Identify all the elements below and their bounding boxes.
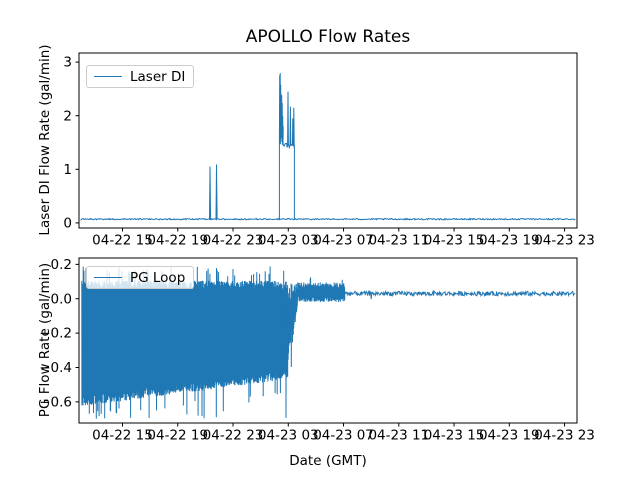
laser-di-series-line xyxy=(209,166,212,220)
y-tick-label: 2 xyxy=(63,108,72,124)
x-tick-label: 04-22 19 xyxy=(147,428,208,444)
legend-line-sample-icon xyxy=(94,76,122,77)
x-tick-label: 04-22 15 xyxy=(92,428,153,444)
x-axis-label: Date (GMT) xyxy=(289,453,367,469)
x-tick-label: 04-22 23 xyxy=(203,428,264,444)
chart-title: APOLLO Flow Rates xyxy=(245,27,411,47)
plot-area-0 xyxy=(80,73,576,221)
bottom-y-axis-label: PG Flow Rate (gal/min) xyxy=(37,262,53,418)
pg-loop-series-line xyxy=(344,289,576,300)
x-tick-label: 04-23 19 xyxy=(479,233,540,249)
x-tick-label: 04-23 11 xyxy=(368,233,429,249)
y-tick-label: 0.2 xyxy=(51,257,72,273)
pg-loop-series-line xyxy=(297,277,346,303)
x-tick-label: 04-23 15 xyxy=(424,233,485,249)
pg-loop-series-line xyxy=(81,266,289,419)
legend-pg-loop: PG Loop xyxy=(86,266,194,289)
y-tick-label: 1 xyxy=(63,162,72,178)
y-tick-label: 0.0 xyxy=(51,291,72,307)
laser-di-series-line xyxy=(80,217,576,221)
pg-loop-series-line xyxy=(287,283,299,368)
legend-laser-di: Laser DI xyxy=(86,65,194,88)
axes-border xyxy=(78,52,578,229)
x-tick-label: 04-23 11 xyxy=(368,428,429,444)
legend-label: PG Loop xyxy=(130,269,186,286)
top-y-axis-label: Laser DI Flow Rate (gal/min) xyxy=(37,44,53,236)
y-tick-label: 3 xyxy=(63,55,72,71)
x-tick-label: 04-23 15 xyxy=(424,428,485,444)
x-tick-label: 04-23 03 xyxy=(258,428,319,444)
laser-di-series-line xyxy=(215,164,218,220)
x-tick-label: 04-22 23 xyxy=(203,233,264,249)
y-tick-label: −0.2 xyxy=(39,326,72,342)
x-tick-label: 04-23 07 xyxy=(313,233,374,249)
x-tick-label: 04-23 03 xyxy=(258,233,319,249)
x-tick-label: 04-22 15 xyxy=(92,233,153,249)
legend-label: Laser DI xyxy=(130,68,186,85)
y-tick-label: −0.4 xyxy=(39,360,72,376)
axes-border xyxy=(78,257,578,424)
x-tick-label: 04-22 19 xyxy=(147,233,208,249)
laser-di-series-line xyxy=(278,73,295,220)
x-tick-label: 04-23 19 xyxy=(479,428,540,444)
x-tick-label: 04-23 23 xyxy=(534,233,595,249)
x-tick-label: 04-23 07 xyxy=(313,428,374,444)
plot-area-1 xyxy=(81,266,576,419)
legend-line-sample-icon xyxy=(94,277,122,278)
y-tick-label: −0.6 xyxy=(39,394,72,410)
x-tick-label: 04-23 23 xyxy=(534,428,595,444)
y-tick-label: 0 xyxy=(63,215,72,231)
